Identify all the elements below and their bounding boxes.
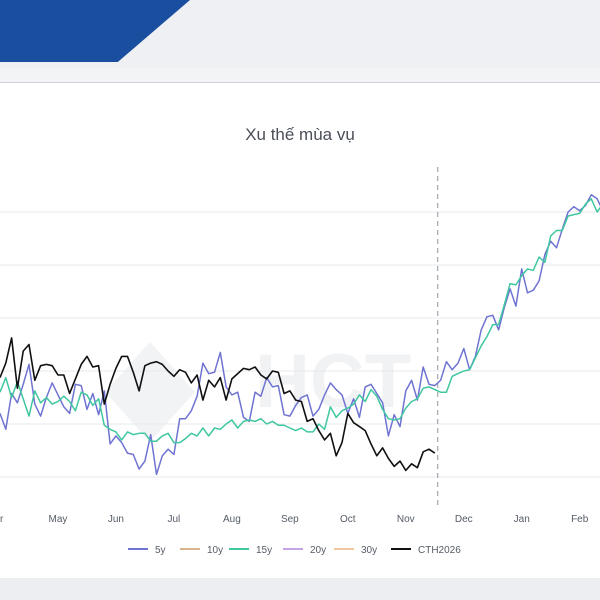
footer-band	[0, 578, 600, 600]
x-tick-label: Feb	[571, 514, 589, 525]
x-tick-label: Aug	[223, 514, 241, 525]
legend-label-10y[interactable]: 10y	[207, 545, 223, 556]
seasonal-chart: HCT Xu thế mùa vụ r May Jun Jul Aug Sep Oct Nov…	[0, 125, 600, 556]
x-tick-label: Oct	[340, 514, 356, 525]
x-tick-label: Jan	[514, 514, 530, 525]
series-line-cth2026	[0, 337, 436, 472]
legend-label-30y[interactable]: 30y	[361, 545, 377, 556]
series-line-5y	[0, 194, 600, 476]
legend-label-20y[interactable]: 20y	[310, 545, 326, 556]
legend-label-cth2026[interactable]: CTH2026	[418, 545, 461, 556]
chart-title: Xu thế mùa vụ	[245, 125, 355, 144]
x-tick-label: Jul	[168, 514, 181, 525]
x-tick-label: Dec	[455, 514, 473, 525]
legend-label-15y[interactable]: 15y	[256, 545, 272, 556]
x-axis-ticks: r May Jun Jul Aug Sep Oct Nov Dec Jan Feb	[0, 514, 589, 525]
legend-label-5y[interactable]: 5y	[155, 545, 166, 556]
series-line-15y	[0, 198, 600, 444]
x-tick-label: Jun	[108, 514, 124, 525]
legend: 5y 10y 15y 20y 30y CTH2026	[128, 545, 461, 556]
watermark-logo	[105, 342, 195, 442]
x-tick-label: Nov	[397, 514, 415, 525]
x-tick-label: May	[49, 514, 68, 525]
x-tick-label: Sep	[281, 514, 299, 525]
chart-card	[0, 82, 600, 579]
x-tick-label: r	[0, 514, 4, 525]
series-lines	[0, 194, 600, 476]
